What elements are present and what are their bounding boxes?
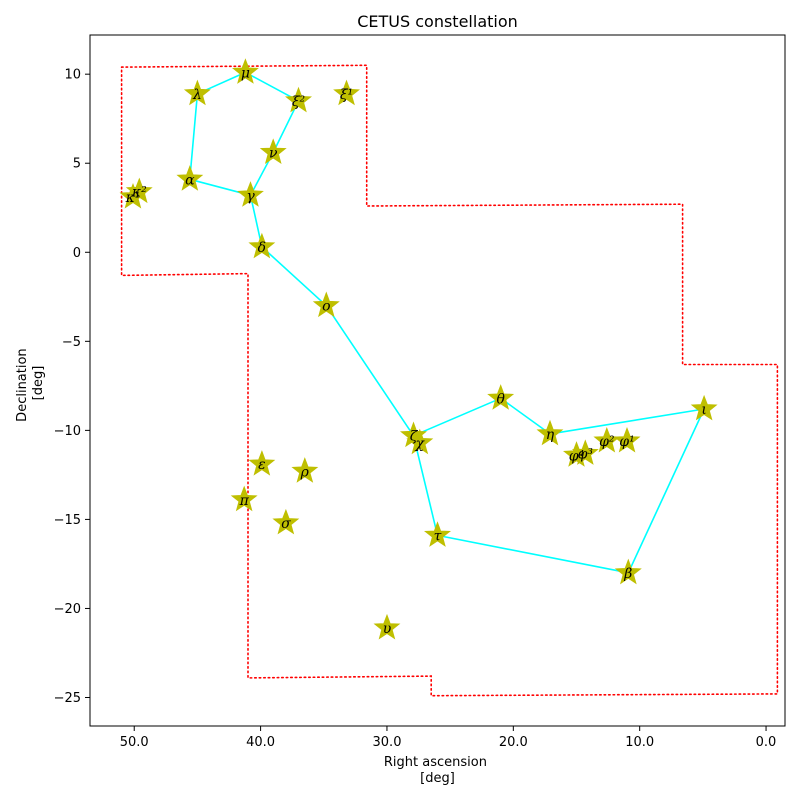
star-marker-12 [487,384,515,410]
y-tick-label: −10 [54,424,81,439]
axes-frame [89,34,786,727]
star-marker-24 [272,508,300,535]
x-axis-label-line-2: [deg] [420,771,455,786]
star-marker-20 [613,426,641,453]
star-label-11: ο [322,299,330,315]
star-label-21: ε [258,457,266,473]
x-axis-label: Right ascension [deg] [384,755,491,786]
star-label-3: ξ² [292,94,306,110]
star-label-16: χ [415,436,426,452]
star-marker-22 [291,457,319,483]
star-marker-14 [690,394,718,421]
star-label-2: λ [192,87,202,103]
star-label-20: φ¹ [619,434,634,450]
y-tick-label: −25 [54,691,81,706]
star-marker-1 [232,58,259,84]
star-marker-21 [248,450,276,476]
star-marker-18 [571,439,599,465]
star-marker-27 [373,613,401,640]
star-label-8: κ¹ [125,190,141,206]
x-tick-label: 10.0 [625,735,654,750]
star-marker-13 [536,419,564,446]
star-marker-23 [230,485,258,512]
star-label-1: μ [241,65,250,81]
x-axis-label-line-1: Right ascension [384,755,487,770]
star-label-19: φ² [599,434,615,450]
star-label-9: κ² [131,185,147,201]
y-tick-label: −20 [54,602,81,617]
star-marker-26 [614,558,642,585]
star-label-25: τ [434,528,442,544]
star-marker-2 [183,79,211,106]
x-tick-label: 20.0 [499,735,528,750]
star-label-10: δ [258,240,266,256]
star-label-17: φ⁴ [569,448,585,464]
star-label-13: η [546,427,555,443]
star-label-18: φ³ [578,447,594,463]
star-marker-9 [125,177,153,204]
y-axis-label-line-1: Declination [15,348,30,422]
x-tick-label: 0.0 [756,735,777,750]
asterism-line-2 [249,195,705,574]
star-label-22: ρ [300,464,310,480]
y-tick-label: 10 [64,68,81,83]
star-label-26: β [623,566,632,582]
star-marker-16 [406,428,434,455]
star-label-6: α [185,172,195,188]
star-marker-11 [312,291,340,318]
star-marker-6 [176,165,204,191]
y-axis-label-line-2: [deg] [31,366,46,401]
star-marker-4 [333,79,360,106]
star-marker-7 [237,181,264,207]
star-label-4: ξ¹ [340,87,353,103]
star-marker-3 [285,86,312,113]
x-tick-label: 40.0 [246,735,275,750]
star-label-15: ζ [410,429,419,445]
y-tick-label: 0 [73,246,81,261]
chart-title: CETUS constellation [357,12,518,31]
x-tick-label: 30.0 [373,735,402,750]
star-label-27: υ [383,621,392,637]
star-marker-10 [248,232,276,259]
y-tick-label: −5 [62,335,81,350]
star-label-12: θ [496,391,505,407]
constellation-boundary [120,64,779,697]
star-label-23: π [239,493,250,509]
star-label-5: ν [269,146,278,162]
x-tick-label: 50.0 [120,735,149,750]
star-label-7: γ [246,188,255,204]
y-tick-label: −15 [54,513,81,528]
star-marker-25 [424,521,451,547]
star-label-14: ι [701,402,707,418]
star-marker-5 [259,138,287,165]
star-label-24: σ [281,516,291,532]
y-tick-label: 5 [73,157,81,172]
y-axis-label: Declination [deg] [15,344,46,422]
